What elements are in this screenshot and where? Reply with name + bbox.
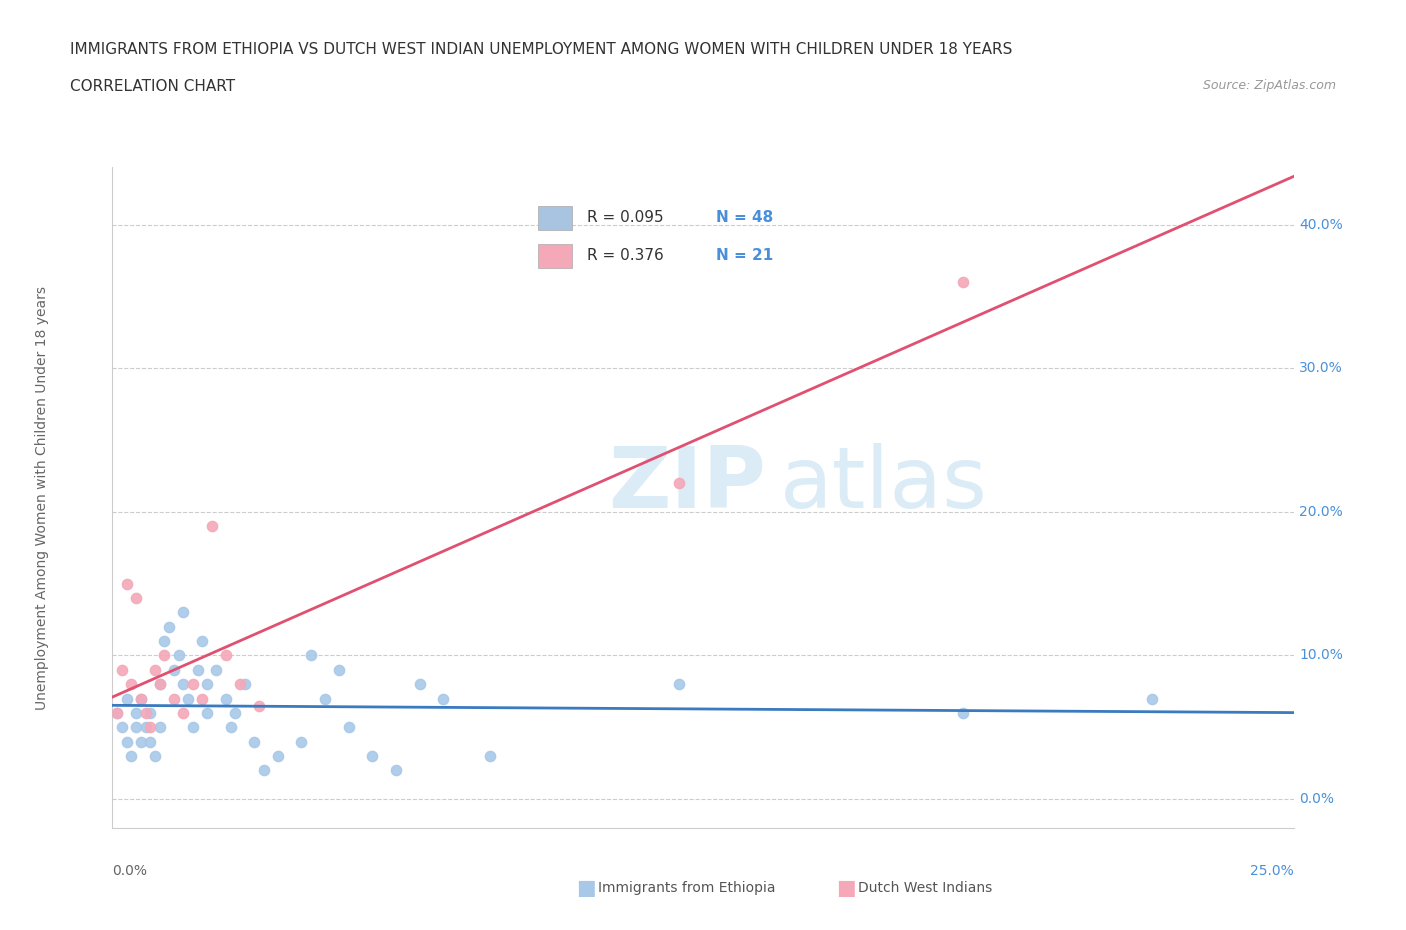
Point (105, 706, 128, 721)
Point (201, 519, 224, 534)
Point (181, 720, 204, 735)
Point (668, 476, 690, 491)
Point (299, 648, 322, 663)
Point (153, 633, 176, 648)
Point (253, 763, 276, 777)
Point (1140, 691, 1163, 706)
Point (111, 720, 134, 735)
FancyBboxPatch shape (538, 244, 572, 268)
Text: 0.0%: 0.0% (112, 864, 148, 878)
Text: Source: ZipAtlas.com: Source: ZipAtlas.com (1202, 79, 1336, 92)
Point (172, 706, 194, 721)
Point (191, 691, 214, 706)
Point (149, 720, 172, 735)
FancyBboxPatch shape (538, 206, 572, 230)
Text: N = 48: N = 48 (716, 210, 773, 225)
Point (115, 577, 138, 591)
Text: ■: ■ (576, 878, 596, 898)
Point (233, 677, 256, 692)
Point (172, 604, 194, 619)
Point (149, 677, 172, 692)
Point (328, 662, 350, 677)
Point (139, 734, 162, 749)
Point (135, 720, 157, 735)
Text: 0.0%: 0.0% (1299, 792, 1334, 806)
Point (120, 677, 142, 692)
Point (163, 662, 186, 677)
Point (125, 720, 148, 735)
Point (120, 749, 142, 764)
Point (385, 763, 408, 777)
Point (432, 691, 454, 706)
Point (149, 677, 172, 692)
Text: R = 0.376: R = 0.376 (588, 248, 664, 263)
Point (191, 633, 214, 648)
Point (181, 677, 204, 692)
Text: Dutch West Indians: Dutch West Indians (858, 881, 991, 896)
Point (479, 749, 502, 764)
Point (111, 662, 134, 677)
Point (229, 677, 252, 692)
Point (125, 706, 148, 721)
Point (952, 706, 974, 721)
Point (139, 720, 162, 735)
Point (267, 749, 290, 764)
Point (314, 691, 336, 706)
Point (129, 734, 152, 749)
Point (177, 691, 200, 706)
Point (143, 662, 166, 677)
Point (105, 706, 128, 721)
Point (224, 706, 246, 721)
Point (952, 274, 974, 289)
Text: CORRELATION CHART: CORRELATION CHART (70, 79, 235, 94)
Point (243, 734, 266, 749)
Point (115, 691, 138, 706)
Point (163, 691, 186, 706)
Point (195, 677, 218, 692)
Point (247, 698, 270, 713)
Point (153, 648, 176, 663)
Text: 40.0%: 40.0% (1299, 218, 1343, 232)
Point (215, 691, 238, 706)
Text: 25.0%: 25.0% (1250, 864, 1294, 878)
Point (195, 706, 218, 721)
Text: ■: ■ (837, 878, 856, 898)
Point (337, 720, 360, 735)
Point (668, 677, 690, 692)
Point (115, 734, 138, 749)
Point (167, 648, 190, 663)
Point (129, 691, 152, 706)
Text: Immigrants from Ethiopia: Immigrants from Ethiopia (598, 881, 775, 896)
Text: ZIP: ZIP (609, 443, 766, 525)
Point (172, 677, 194, 692)
Text: Unemployment Among Women with Children Under 18 years: Unemployment Among Women with Children U… (35, 286, 49, 710)
Text: 10.0%: 10.0% (1299, 648, 1343, 662)
Point (135, 706, 157, 721)
Point (215, 648, 238, 663)
Text: IMMIGRANTS FROM ETHIOPIA VS DUTCH WEST INDIAN UNEMPLOYMENT AMONG WOMEN WITH CHIL: IMMIGRANTS FROM ETHIOPIA VS DUTCH WEST I… (70, 42, 1012, 57)
Point (290, 734, 312, 749)
Point (219, 720, 242, 735)
Text: N = 21: N = 21 (716, 248, 773, 263)
Point (143, 749, 166, 764)
Text: 30.0%: 30.0% (1299, 362, 1343, 376)
Point (186, 662, 208, 677)
Point (129, 691, 152, 706)
Point (125, 591, 148, 605)
Point (139, 706, 162, 721)
Text: R = 0.095: R = 0.095 (588, 210, 664, 225)
Point (408, 677, 430, 692)
Text: 20.0%: 20.0% (1299, 505, 1343, 519)
Point (361, 749, 384, 764)
Point (205, 662, 228, 677)
Point (157, 619, 180, 634)
Text: atlas: atlas (780, 443, 988, 525)
